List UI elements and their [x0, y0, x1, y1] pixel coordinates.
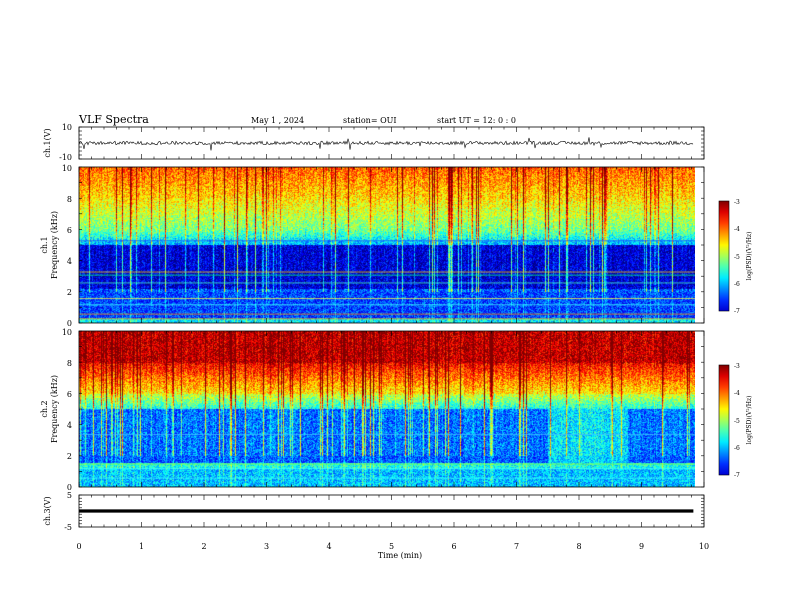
- ch3-waveform-panel: 5 0 -5 ch.3(V): [43, 491, 704, 532]
- xtick-label-0: 0: [76, 542, 81, 551]
- ch1-colorbar: [719, 201, 729, 311]
- xtick-label-1: 1: [139, 542, 144, 551]
- ch1-ytick-0: 0: [67, 319, 72, 328]
- ch1-spectrogram-ylabel-channel: ch.1: [40, 236, 49, 253]
- ch2-ytick-4: 4: [67, 421, 72, 430]
- ch2-cb-tick-6: -6: [734, 445, 740, 452]
- ch1-cb-tick-6: -6: [734, 281, 740, 288]
- ch2-ytick-2: 2: [67, 452, 72, 461]
- ch1-spectrogram-image: [79, 167, 695, 323]
- ch3-waveform-ytick-top: 5: [67, 491, 72, 500]
- ch1-ytick-10: 10: [62, 164, 72, 173]
- xtick-label-5: 5: [389, 542, 394, 551]
- xtick-label-2: 2: [201, 542, 206, 551]
- ch2-cb-tick-4: -4: [734, 390, 740, 397]
- xtick-label-6: 6: [451, 542, 456, 551]
- xtick-label-7: 7: [514, 542, 519, 551]
- xtick-label-4: 4: [326, 542, 331, 551]
- x-axis-tick-labels: 0 1 2 3 4 5 6 7 8 9 10: [76, 542, 709, 551]
- station-label: station= OUI: [343, 116, 397, 125]
- ch1-waveform-ylabel: ch.1(V): [43, 128, 52, 157]
- ch1-ytick-4: 4: [67, 257, 72, 266]
- ch2-colorbar: [719, 365, 729, 475]
- x-axis-label: Time (min): [378, 551, 422, 560]
- ch2-ytick-8: 8: [67, 359, 72, 368]
- ch1-ytick-8: 8: [67, 195, 72, 204]
- ch1-waveform-panel: 10 -10 ch.1(V): [43, 123, 704, 162]
- ch1-waveform-ytick-bottom: -10: [59, 153, 72, 162]
- ch1-cb-tick-7: -7: [734, 308, 740, 315]
- date-label: May 1 , 2024: [251, 116, 304, 125]
- xtick-label-8: 8: [576, 542, 581, 551]
- ch1-cb-tick-3: -3: [734, 199, 740, 206]
- ch1-spectrogram-panel: 0 2 4 6 8 10 ch.1 Frequency (kHz) -3 -4 …: [40, 164, 753, 328]
- ch2-spectrogram-panel: 0 2 4 6 8 10 ch.2 Frequency (kHz) -3 -4 …: [40, 328, 753, 492]
- ch1-spectrogram-yticks: 0 2 4 6 8 10: [62, 164, 72, 328]
- ch2-spectrogram-ylabel-frequency: Frequency (kHz): [50, 375, 59, 443]
- ch2-cb-tick-7: -7: [734, 472, 740, 479]
- xtick-label-9: 9: [639, 542, 644, 551]
- ch2-cb-tick-3: -3: [734, 363, 740, 370]
- ch2-cb-tick-5: -5: [734, 418, 740, 425]
- xtick-label-3: 3: [264, 542, 269, 551]
- ch1-ytick-2: 2: [67, 288, 72, 297]
- ch1-spectrogram-ylabel-frequency: Frequency (kHz): [50, 211, 59, 279]
- figure-title: VLF Spectra: [78, 113, 149, 126]
- ch1-waveform-ytick-top: 10: [62, 123, 72, 132]
- ch2-spectrogram-image: [79, 331, 695, 487]
- ch1-cb-tick-4: -4: [734, 226, 740, 233]
- xtick-label-10: 10: [699, 542, 709, 551]
- ch1-cb-tick-5: -5: [734, 254, 740, 261]
- ch2-spectrogram-yticks: 0 2 4 6 8 10: [62, 328, 72, 492]
- ch1-ytick-6: 6: [67, 226, 72, 235]
- ch2-colorbar-label: log(PSD)(V²/Hz): [746, 396, 753, 445]
- ch2-ytick-6: 6: [67, 390, 72, 399]
- ch3-waveform-ylabel: ch.3(V): [43, 496, 52, 525]
- ch2-spectrogram-ylabel-channel: ch.2: [40, 400, 49, 417]
- start-ut-label: start UT = 12: 0 : 0: [437, 116, 516, 125]
- ch1-colorbar-label: log(PSD)(V²/Hz): [746, 232, 753, 281]
- ch3-waveform-ytick-bottom: -5: [64, 523, 72, 532]
- ch2-ytick-10: 10: [62, 328, 72, 337]
